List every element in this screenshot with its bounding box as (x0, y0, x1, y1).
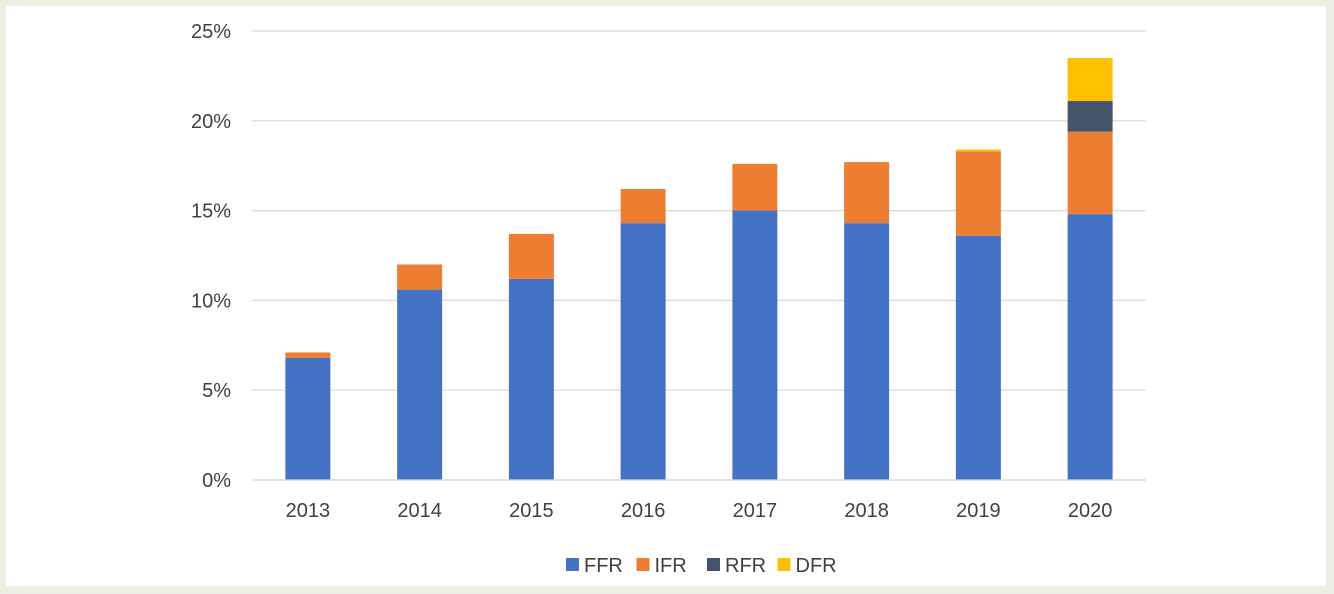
legend-label-dfr: DFR (796, 555, 837, 577)
x-tick-label: 2017 (733, 500, 778, 522)
legend-swatch-rfr (707, 558, 720, 571)
x-tick-label: 2018 (844, 500, 889, 522)
bar-ffr-2014 (397, 289, 443, 480)
y-tick-label: 10% (191, 290, 231, 312)
bar-ifr-2018 (844, 162, 890, 224)
bar-ffr-2013 (285, 357, 331, 480)
bar-ifr-2017 (732, 163, 778, 211)
x-tick-label: 2016 (621, 500, 666, 522)
bar-ifr-2015 (508, 233, 554, 279)
x-tick-label: 2013 (286, 500, 331, 522)
bar-ffr-2016 (620, 223, 666, 480)
bar-dfr-2019 (955, 149, 1001, 152)
x-tick-label: 2019 (956, 500, 1001, 522)
legend-swatch-dfr (777, 558, 791, 571)
bar-ffr-2020 (1067, 214, 1113, 480)
x-tick-label: 2020 (1068, 500, 1113, 522)
bar-ffr-2019 (955, 235, 1001, 480)
bar-ifr-2019 (955, 151, 1001, 236)
bar-ffr-2018 (844, 223, 890, 480)
y-tick-label: 5% (202, 380, 231, 402)
bar-ifr-2020 (1067, 131, 1113, 215)
legend-label-ifr: IFR (655, 555, 687, 577)
legend-swatch-ifr (636, 558, 650, 571)
x-tick-label: 2014 (397, 500, 442, 522)
y-tick-label: 25% (191, 21, 231, 43)
x-tick-label: 2015 (509, 500, 554, 522)
legend-swatch-ffr (566, 558, 579, 571)
legend-label-ffr: FFR (584, 555, 623, 577)
bar-ifr-2016 (620, 189, 666, 224)
bar-ifr-2014 (397, 264, 443, 290)
bar-ffr-2015 (508, 278, 554, 480)
bar-rfr-2020 (1067, 101, 1113, 132)
y-tick-label: 0% (202, 470, 231, 492)
legend-label-rfr: RFR (725, 555, 766, 577)
bar-dfr-2020 (1067, 57, 1113, 102)
y-tick-label: 15% (191, 201, 231, 223)
bar-ffr-2017 (732, 210, 778, 480)
bar-ifr-2013 (285, 352, 331, 358)
y-tick-label: 20% (191, 111, 231, 133)
